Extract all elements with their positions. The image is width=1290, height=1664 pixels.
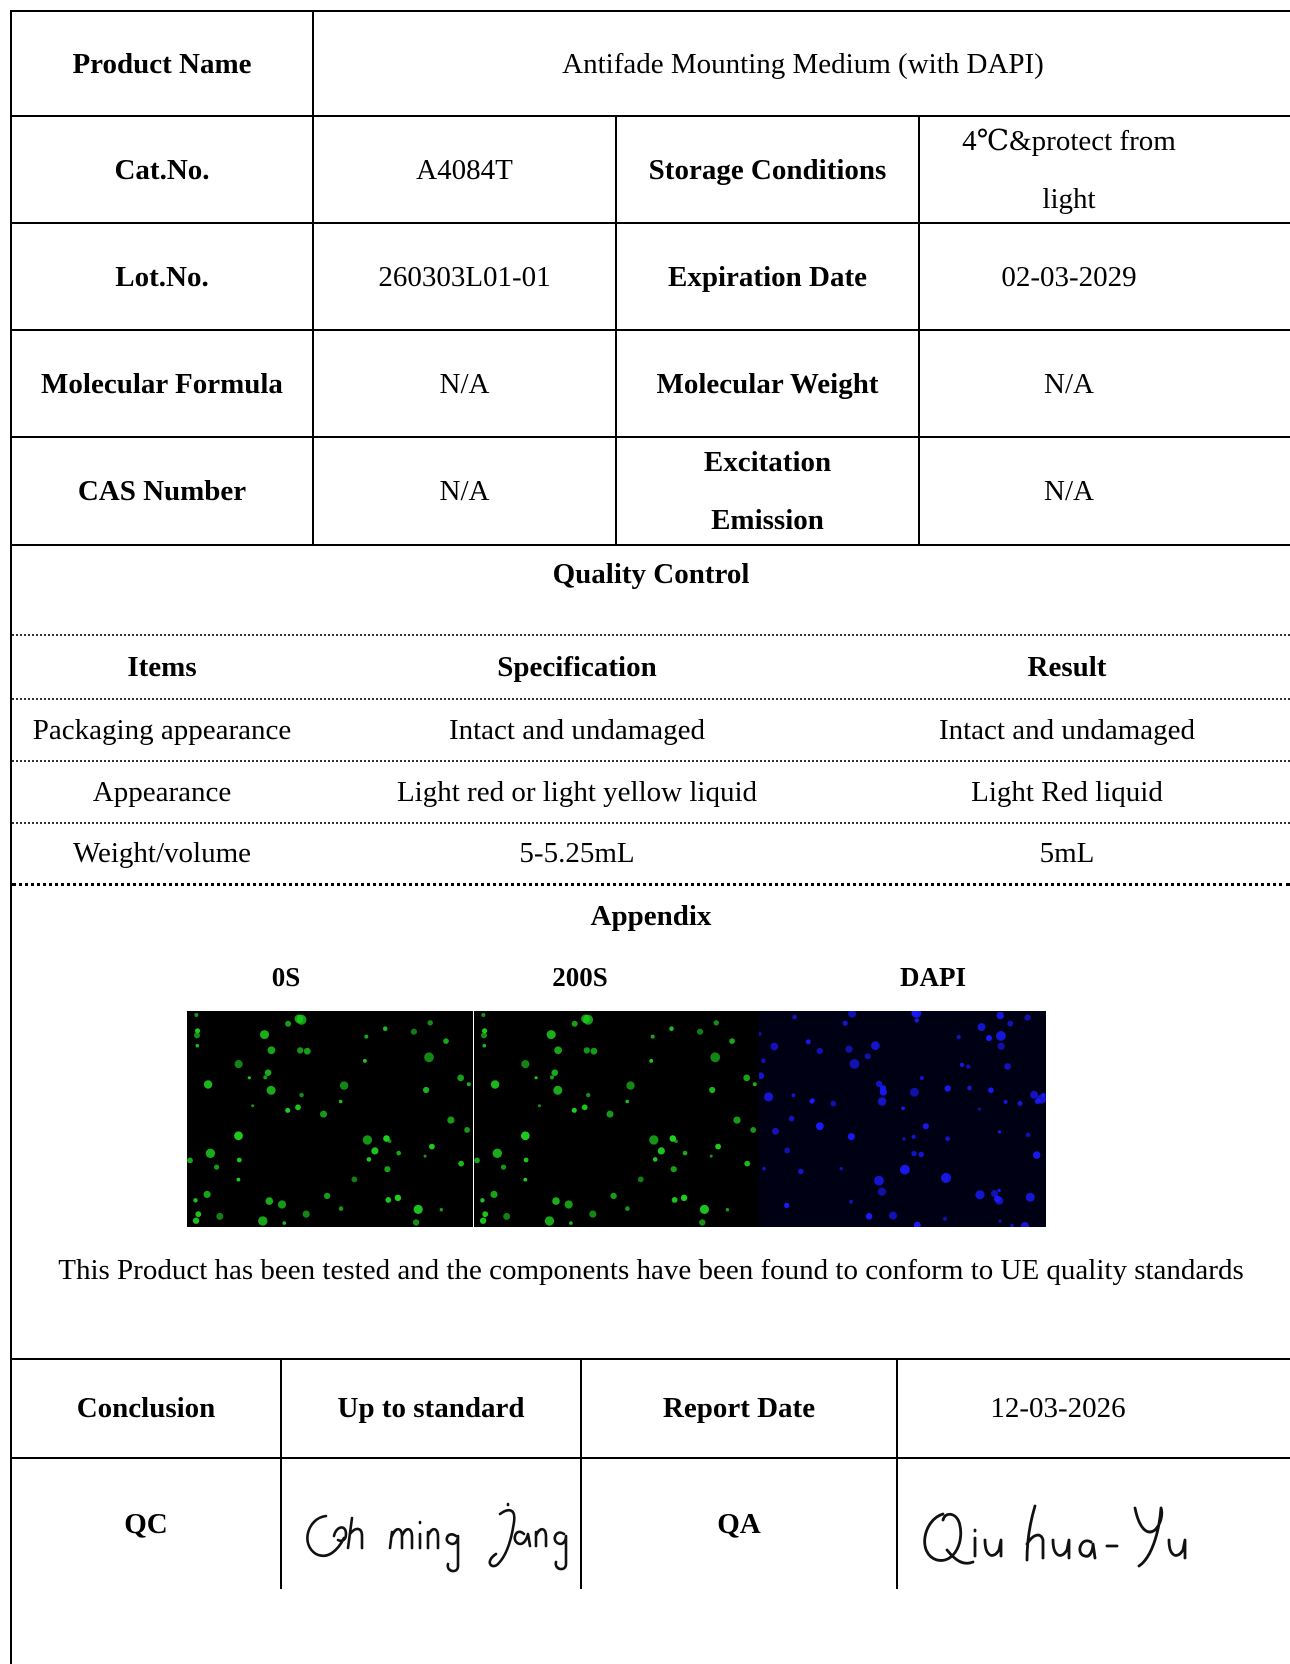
fluorescence-image-0s	[187, 1011, 473, 1227]
molecular-formula-value: N/A	[312, 331, 615, 436]
cat-no-label: Cat.No.	[114, 153, 210, 186]
image-label-0s: 0S	[271, 962, 301, 992]
qc-item: Packaging appearance	[32, 713, 292, 746]
appendix-title: Appendix	[590, 900, 712, 932]
storage-conditions-label: Storage Conditions	[615, 117, 918, 222]
qc-specification: Intact and undamaged	[448, 713, 706, 746]
qc-item: Weight/volume	[72, 837, 252, 869]
qc-specification: Light red or light yellow liquid	[396, 775, 758, 808]
lot-no-label: Lot.No.	[115, 260, 209, 293]
molecular-formula-label: Molecular Formula	[41, 367, 283, 400]
cas-number-label: CAS Number	[77, 475, 247, 507]
qc-header-specification: Specification	[497, 650, 657, 683]
certificate-of-analysis: Product Name Antifade Mounting Medium (w…	[10, 10, 1290, 1664]
expiration-date-value: 02-03-2029	[918, 224, 1218, 329]
image-label-dapi: DAPI	[900, 962, 966, 992]
fluorescence-image-200s	[474, 1011, 759, 1227]
qc-result: Light Red liquid	[971, 775, 1163, 808]
conformance-statement: This Product has been tested and the com…	[58, 1254, 1244, 1286]
qc-item: Appearance	[92, 775, 232, 808]
info-row-lot: Lot.No. 260303L01-01 Expiration Date 02-…	[12, 224, 1290, 331]
info-row-cat: Cat.No. A4084T Storage Conditions 4℃&pro…	[12, 117, 1290, 224]
signoff-row: QC QA	[12, 1459, 1290, 1589]
qa-label: QA	[580, 1459, 896, 1589]
qc-header-items: Items	[127, 650, 197, 683]
conclusion-value: Up to standard	[280, 1359, 580, 1457]
qc-header-result: Result	[1027, 650, 1107, 683]
cas-number-value: N/A	[312, 438, 615, 544]
qa-signature-cell	[896, 1459, 1218, 1589]
report-date-label: Report Date	[580, 1359, 896, 1457]
qc-result: 5mL	[1039, 837, 1095, 869]
qc-signature-cell	[280, 1459, 580, 1589]
expiration-date-label: Expiration Date	[615, 224, 918, 329]
molecular-weight-label: Molecular Weight	[615, 331, 918, 436]
qc-divider	[12, 634, 1290, 636]
storage-conditions-value: 4℃&protect from light	[918, 117, 1218, 222]
table-row: Weight/volume 5-5.25mL 5mL	[12, 824, 1290, 886]
qc-result: Intact and undamaged	[938, 713, 1196, 746]
product-name-value: Antifade Mounting Medium (with DAPI)	[312, 12, 1290, 115]
report-date-value: 12-03-2026	[896, 1359, 1218, 1457]
excitation-emission-label: Excitation Emission	[615, 438, 918, 544]
product-name-row: Product Name Antifade Mounting Medium (w…	[12, 12, 1290, 117]
qc-signature	[306, 1502, 568, 1573]
qc-specification: 5-5.25mL	[519, 837, 635, 869]
excitation-emission-value: N/A	[918, 438, 1218, 544]
qc-label: QC	[124, 1508, 168, 1540]
fluorescence-image-dapi	[759, 1011, 1046, 1227]
qa-signature	[923, 1504, 1187, 1568]
conclusion-label: Conclusion	[76, 1392, 216, 1424]
table-row: Packaging appearance Intact and undamage…	[12, 700, 1290, 762]
quality-control-title: Quality Control	[552, 558, 750, 590]
cat-no-value: A4084T	[312, 117, 615, 222]
table-row: Appearance Light red or light yellow liq…	[12, 762, 1290, 824]
info-row-formula: Molecular Formula N/A Molecular Weight N…	[12, 331, 1290, 438]
lot-no-value: 260303L01-01	[312, 224, 615, 329]
conclusion-row: Conclusion Up to standard Report Date 12…	[12, 1359, 1290, 1459]
product-name-label: Product Name	[72, 47, 252, 80]
qc-header-row: Items Specification Result	[12, 636, 1290, 700]
molecular-weight-value: N/A	[918, 331, 1218, 436]
info-row-cas: CAS Number N/A Excitation Emission N/A	[12, 438, 1290, 546]
image-label-200s: 200S	[552, 962, 608, 992]
divider	[12, 1358, 1290, 1360]
